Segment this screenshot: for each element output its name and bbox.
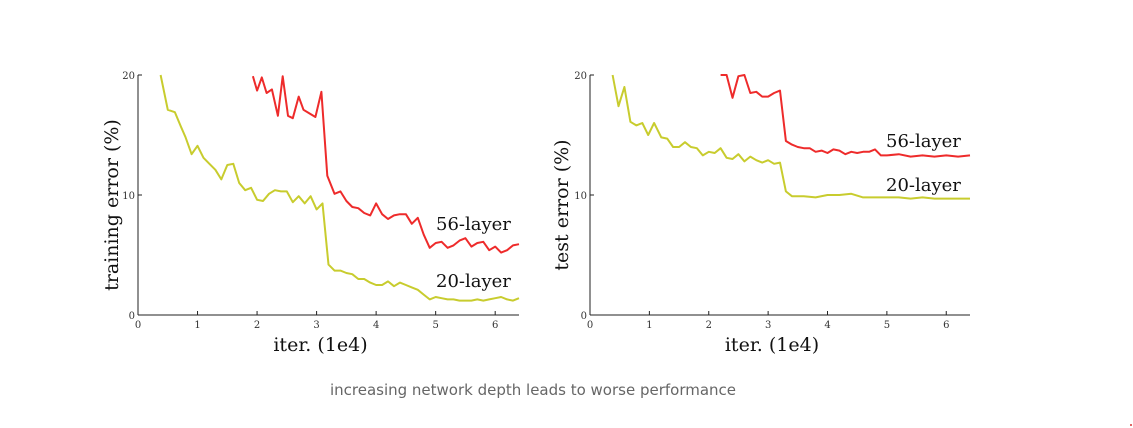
y-axis-label: training error (%) [101,119,123,291]
x-tick-label: 1 [194,320,200,331]
series-line-20-layer [611,74,970,200]
x-tick-label: 3 [765,320,771,331]
series-line-56-layer [251,75,520,254]
series-label-56-layer: 56-layer [436,214,511,235]
x-axis-label: iter. (1e4) [273,334,367,356]
series-label-20-layer: 20-layer [436,271,511,292]
y-tick-label: 10 [574,191,587,202]
series-line-20-layer [159,74,520,302]
y-tick-label: 10 [122,191,135,202]
series-label-20-layer: 20-layer [886,175,961,196]
x-tick-label: 3 [313,320,319,331]
x-tick-label: 5 [884,320,890,331]
x-tick-label: 0 [587,320,593,331]
chart-panel-1: 0 1 2 3 4 5 6 0 10 20 iter. (1e4) training error (%… [101,71,520,356]
x-tick-label: 6 [492,320,498,331]
x-tick-label: 5 [432,320,438,331]
y-tick-label: 20 [574,71,587,82]
x-tick-label: 6 [943,320,949,331]
chart-panel-2: 0 1 2 3 4 5 6 0 10 20 iter. (1e4) test error (%) 56-… [551,71,971,356]
x-tick-label: 4 [373,320,379,331]
decorative-dot [1130,424,1132,426]
x-axis-label: iter. (1e4) [725,334,819,356]
x-tick-label: 1 [646,320,652,331]
x-tick-label: 0 [135,320,141,331]
y-axis-label: test error (%) [551,139,573,270]
x-tick-label: 4 [824,320,830,331]
x-tick-label: 2 [706,320,712,331]
y-tick-label: 0 [129,311,135,322]
y-tick-label: 0 [581,311,587,322]
x-tick-label: 2 [254,320,260,331]
series-label-56-layer: 56-layer [886,131,961,152]
figure-caption: increasing network depth leads to worse … [329,381,737,399]
series-line-56-layer [720,74,971,158]
y-tick-label: 20 [122,71,135,82]
